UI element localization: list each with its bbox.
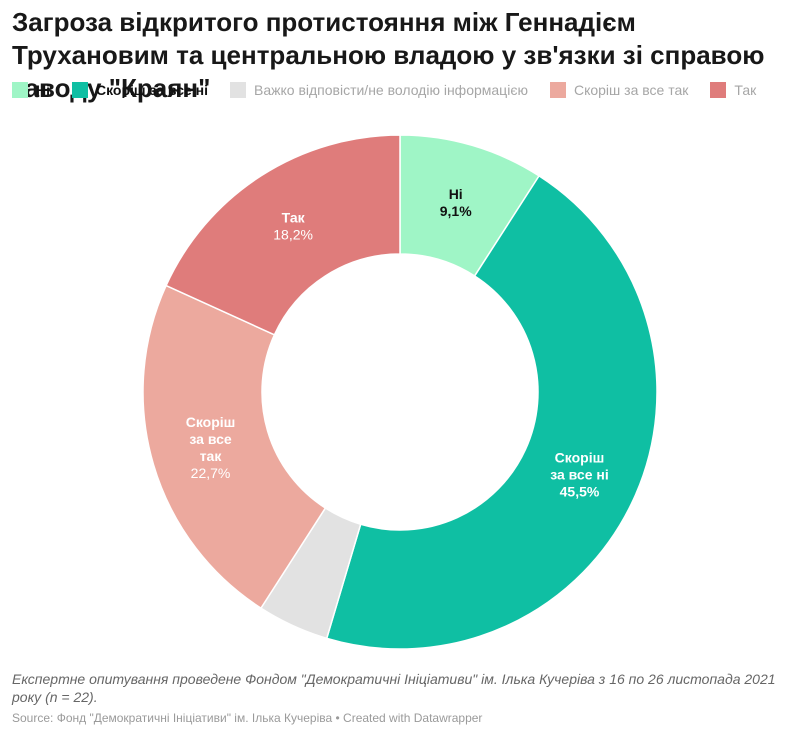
slice-label: Так 18,2%: [273, 209, 313, 242]
legend-label: Скоріш за все ні: [96, 82, 208, 98]
legend-label: Скоріш за все так: [573, 82, 689, 98]
legend-swatch: [549, 82, 566, 98]
legend-item: Важко відповісти/не володію інформацією: [230, 82, 528, 98]
chart-title: Загроза відкритого протистояння між Генн…: [12, 7, 765, 103]
chart-legend: Ні Скоріш за все ні Важко відповісти/не во…: [12, 82, 756, 98]
slice-label: Скоріш за все так 22,7%: [186, 414, 236, 481]
donut-slice: [142, 284, 327, 610]
legend-item: Ні: [12, 82, 50, 98]
legend-swatch: [12, 82, 28, 98]
legend-item: Скоріш за все ні: [72, 82, 208, 98]
legend-swatch: [710, 82, 727, 98]
chart-notes: Експертне опитування проведене Фондом "Д…: [12, 671, 776, 705]
legend-item: Скоріш за все так: [549, 82, 689, 98]
donut-slice: [325, 174, 658, 650]
chart-source: Source: Фонд "Демократичні Ініціативи" і…: [12, 711, 483, 725]
legend-swatch: [72, 82, 88, 98]
donut-slice: [165, 134, 401, 336]
slice-label: Ні 9,1%: [440, 186, 472, 219]
legend-swatch: [230, 82, 246, 98]
legend-label: Так: [734, 82, 757, 98]
legend-item: Так: [710, 82, 756, 98]
slice-label: Скоріш за все ні 45,5%: [550, 449, 609, 499]
legend-label: Ні: [36, 82, 50, 98]
legend-label: Важко відповісти/не володію інформацією: [254, 82, 528, 98]
